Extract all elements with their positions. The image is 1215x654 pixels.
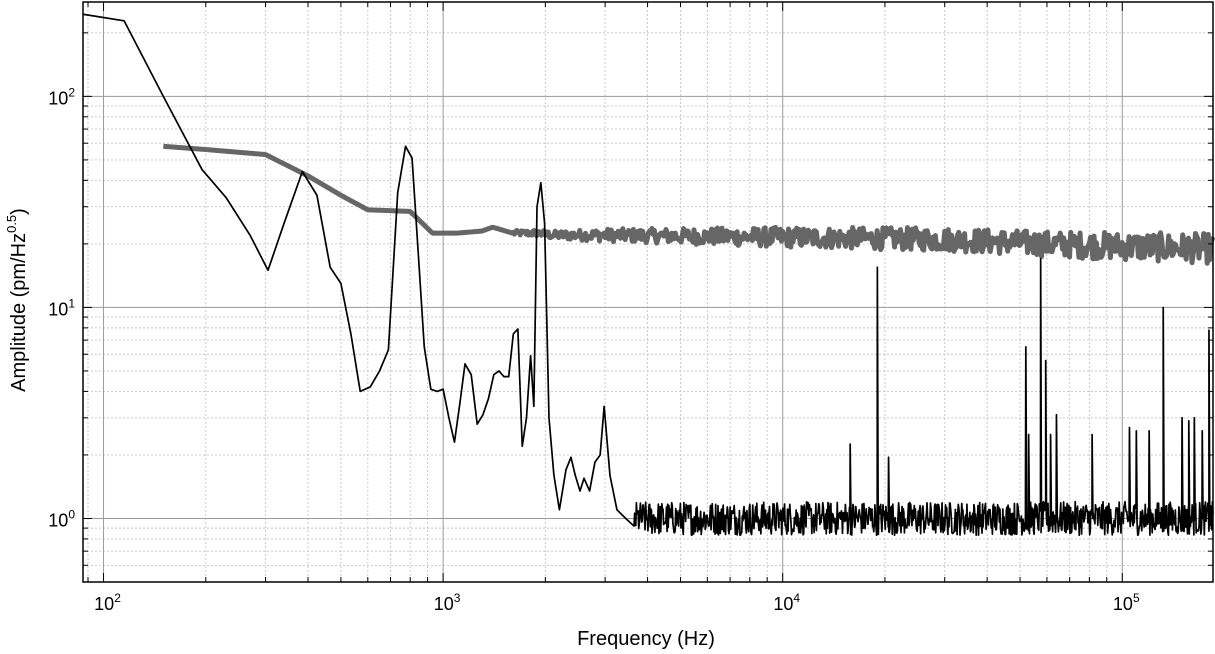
series-1-line [82, 13, 1214, 537]
x-tick-label: 103 [434, 591, 461, 614]
y-tick-label: 101 [48, 296, 75, 319]
series-2-line [162, 143, 1215, 266]
y-axis-title-main: Amplitude (pm/Hz [8, 233, 30, 392]
tick-labels: 102 103 104 105 100 101 102 [48, 85, 1140, 614]
major-grid [83, 2, 1213, 582]
x-tick-label: 102 [94, 591, 121, 614]
x-axis-title: Frequency (Hz) [577, 628, 715, 650]
x-tick-label: 105 [1113, 591, 1140, 614]
y-tick-label: 100 [48, 507, 75, 530]
y-tick-label: 102 [48, 85, 75, 108]
y-axis-title: Amplitude (pm/Hz0.5) [4, 208, 30, 392]
y-axis-title-suffix: ) [8, 208, 30, 215]
y-axis-title-exponent: 0.5 [4, 215, 19, 233]
series-layer [82, 13, 1215, 537]
x-tick-label: 104 [773, 591, 800, 614]
axis-ticks [83, 2, 1213, 583]
minor-grid [83, 2, 1213, 583]
